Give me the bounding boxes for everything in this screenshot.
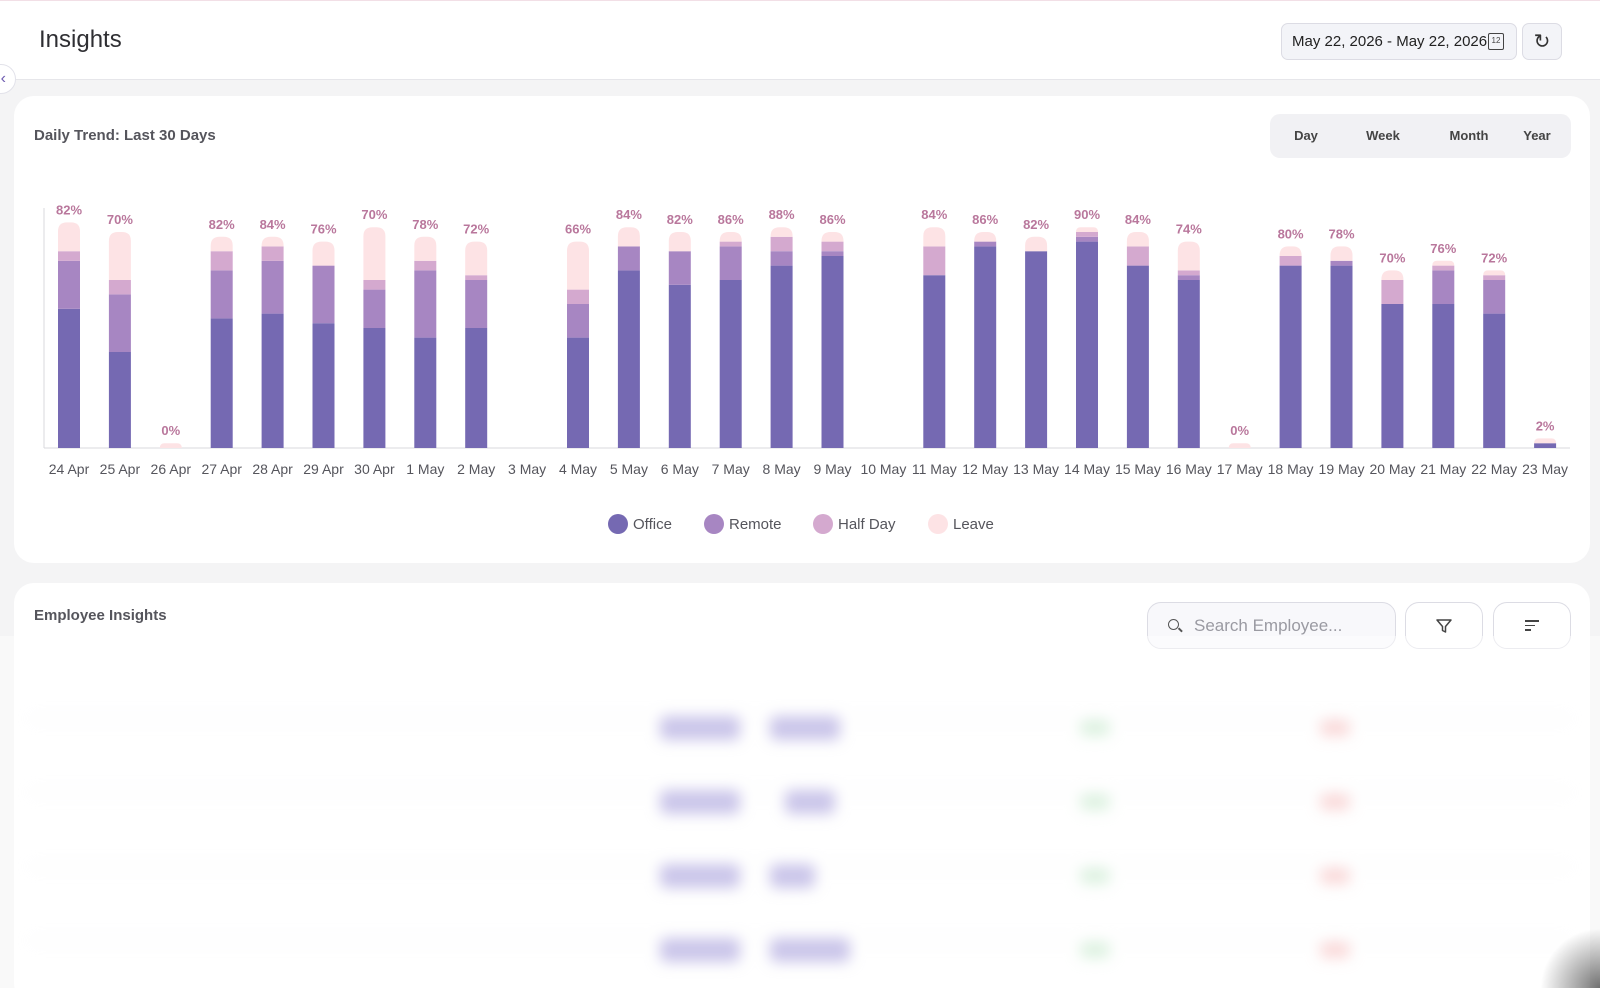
legend-label: Remote	[729, 515, 782, 533]
tab-day[interactable]: Day	[1294, 128, 1318, 143]
leave-dot	[928, 514, 948, 534]
employee-insights-card	[14, 583, 1590, 988]
legend-label: Leave	[953, 515, 994, 533]
legend-item-remote: Remote	[704, 513, 782, 535]
legend-item-half-day: Half Day	[813, 513, 896, 535]
refresh-icon: ↻	[1533, 31, 1551, 53]
period-tabs: Day Week Month Year	[1270, 114, 1571, 158]
corner-shadow	[1540, 928, 1600, 988]
office-dot	[608, 514, 628, 534]
date-range-value: May 22, 2026 - May 22, 2026	[1292, 33, 1488, 50]
half-day-dot	[813, 514, 833, 534]
sort-icon	[1525, 620, 1539, 631]
filter-icon	[1436, 618, 1452, 633]
daily-trend-title: Daily Trend: Last 30 Days	[34, 127, 216, 144]
legend-label: Half Day	[838, 515, 896, 533]
date-range-picker[interactable]: May 22, 2026 - May 22, 2026 12	[1281, 23, 1517, 60]
legend-item-office: Office	[608, 513, 672, 535]
calendar-icon: 12	[1488, 33, 1504, 50]
tab-week[interactable]: Week	[1366, 128, 1400, 143]
tab-year[interactable]: Year	[1523, 128, 1551, 143]
filter-button[interactable]	[1405, 602, 1483, 649]
blur-overlay	[0, 636, 1600, 988]
chevron-left-icon: ‹	[0, 70, 6, 87]
sort-button[interactable]	[1493, 602, 1571, 649]
top-bar: Insights May 22, 2026 - May 22, 2026 12 …	[0, 0, 1600, 80]
tab-month[interactable]: Month	[1449, 128, 1489, 143]
search-icon	[1168, 619, 1179, 630]
legend-label: Office	[633, 515, 672, 533]
refresh-button[interactable]: ↻	[1522, 23, 1562, 60]
daily-trend-card	[14, 96, 1590, 563]
legend-item-leave: Leave	[928, 513, 994, 535]
remote-dot	[704, 514, 724, 534]
blurred-employee-table	[0, 636, 1600, 988]
employee-search[interactable]	[1147, 602, 1396, 649]
page-title: Insights	[39, 26, 122, 53]
employee-insights-title: Employee Insights	[34, 607, 167, 624]
search-input[interactable]	[1194, 612, 1384, 640]
